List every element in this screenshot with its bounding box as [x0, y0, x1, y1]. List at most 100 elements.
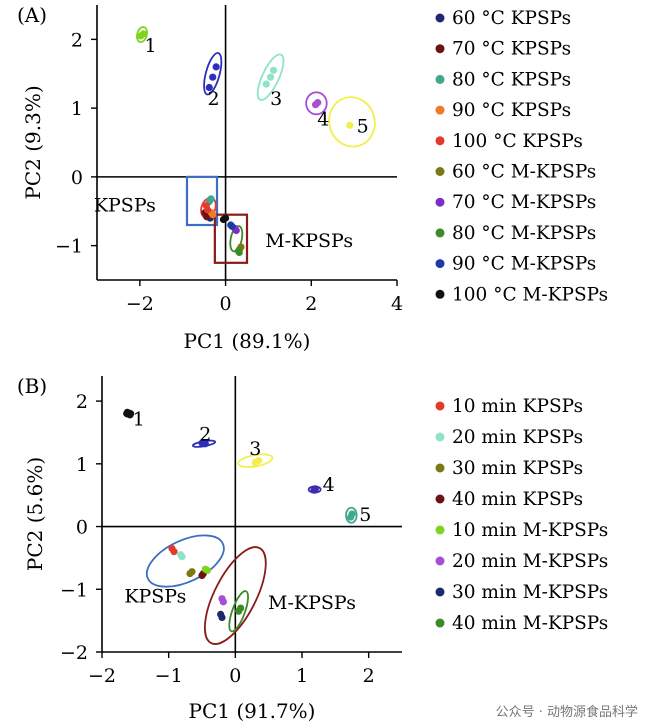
y-tick-label: −1	[60, 579, 88, 601]
x-tick-label: 2	[363, 665, 375, 687]
data-point	[126, 411, 134, 419]
data-point	[269, 66, 278, 74]
y-tick-label: 0	[76, 517, 88, 539]
x-tick-label: 4	[391, 293, 403, 315]
data-point	[178, 553, 186, 561]
legend-entry: 30 min M-KPSPs	[452, 582, 608, 603]
data-point	[209, 73, 217, 81]
legend-entry: 40 min M-KPSPs	[452, 613, 608, 634]
data-point	[346, 121, 354, 129]
data-point	[347, 513, 355, 521]
data-point	[221, 214, 230, 222]
group-annotation: M-KPSPs	[268, 592, 356, 614]
data-point	[202, 202, 210, 210]
legend-marker	[435, 44, 445, 54]
data-point	[227, 221, 235, 229]
group-annotation: KPSPs	[124, 586, 186, 608]
data-point	[170, 548, 178, 556]
x-tick-label: 0	[220, 293, 232, 315]
data-point	[205, 83, 213, 92]
confidence-ellipse	[328, 96, 376, 148]
data-point	[219, 598, 227, 606]
group-box	[213, 213, 249, 264]
y-tick-label: 1	[76, 454, 88, 476]
legend-entry: 90 °C M-KPSPs	[452, 254, 596, 275]
data-point	[234, 247, 243, 255]
confidence-ellipse	[237, 453, 274, 468]
x-axis-label: PC1 (89.1%)	[184, 329, 311, 353]
point-label: 5	[357, 115, 369, 137]
data-point	[237, 604, 245, 612]
x-axis-label: PC1 (91.7%)	[189, 699, 316, 723]
legend-marker	[435, 587, 445, 597]
point-label: 2	[199, 424, 211, 446]
data-point	[137, 32, 145, 40]
legend-entry: 60 °C M-KPSPs	[452, 162, 596, 183]
legend-marker	[435, 494, 445, 504]
legend-entry: 90 °C KPSPs	[452, 100, 571, 121]
legend-entry: 70 °C KPSPs	[452, 39, 571, 60]
legend-entry: 100 °C KPSPs	[452, 131, 583, 152]
legend-marker	[435, 556, 445, 566]
confidence-ellipse	[345, 506, 358, 524]
panel-b: −2 −1 0 1 2 −2 −1 0 1 2 PC1 (91.7%) PC2 (5.6%) (B) 1 2…	[17, 374, 608, 723]
point-label: 4	[323, 474, 335, 496]
x-tick-label: 0	[229, 665, 241, 687]
legend-entry: 20 min M-KPSPs	[452, 551, 608, 572]
legend-marker	[435, 197, 445, 207]
legend-marker	[435, 167, 445, 176]
data-point	[207, 195, 215, 203]
legend-marker	[435, 136, 445, 146]
confidence-ellipse	[203, 52, 223, 96]
panel-label: (B)	[17, 374, 47, 398]
legend-entry: 60 °C KPSPs	[452, 8, 571, 29]
legend-marker	[435, 228, 445, 238]
legend-entry: 10 min M-KPSPs	[452, 520, 608, 541]
data-point	[262, 80, 270, 88]
legend-marker	[435, 74, 445, 84]
group-annotation: M-KPSPs	[265, 230, 353, 252]
data-point	[255, 457, 263, 465]
watermark: 公众号 · 动物源食品科学	[495, 705, 638, 720]
data-point	[266, 73, 275, 81]
point-label: 1	[133, 409, 145, 431]
legend-marker	[435, 105, 445, 115]
legend-marker	[435, 463, 445, 473]
x-tick-label: −2	[88, 665, 116, 687]
y-tick-label: −2	[60, 642, 88, 664]
x-tick-label: −2	[126, 293, 154, 315]
legend-marker	[435, 432, 445, 442]
legend-entry: 70 °C M-KPSPs	[452, 192, 596, 213]
data-point	[203, 566, 211, 575]
y-tick-label: 0	[71, 167, 83, 189]
data-point	[212, 63, 220, 71]
data-point	[203, 213, 211, 221]
legend-entry: 100 °C M-KPSPs	[452, 284, 608, 305]
panel-a: −2 0 2 4 −1 0 1 2 PC1 (89.1%) PC2 (9.3%) (A) 1 2 3 4 5 K…	[17, 3, 608, 353]
legend-entry: 40 min KPSPs	[452, 489, 583, 510]
confidence-ellipse	[305, 91, 328, 116]
y-tick-label: 2	[76, 391, 88, 413]
legend-entry: 20 min KPSPs	[452, 427, 583, 448]
legend-entry: 80 °C KPSPs	[452, 69, 571, 90]
confidence-ellipse	[203, 546, 267, 645]
group-box	[185, 175, 219, 227]
data-point	[198, 571, 206, 580]
confidence-ellipse	[145, 534, 225, 588]
y-tick-label: 1	[71, 98, 83, 120]
group-annotation: KPSPs	[94, 194, 156, 216]
y-axis-label: PC2 (5.6%)	[23, 457, 47, 571]
x-tick-label: 1	[296, 665, 308, 687]
panel-label: (A)	[17, 3, 47, 27]
point-label: 1	[145, 35, 157, 57]
legend-entry: 10 min KPSPs	[452, 396, 583, 417]
x-tick-label: 2	[305, 293, 317, 315]
point-label: 3	[270, 88, 282, 110]
point-label: 3	[249, 438, 261, 460]
point-label: 2	[208, 88, 220, 110]
legend-marker	[435, 401, 445, 411]
y-axis-label: PC2 (9.3%)	[21, 85, 45, 199]
legend-marker	[435, 13, 445, 23]
legend-marker	[435, 289, 445, 299]
